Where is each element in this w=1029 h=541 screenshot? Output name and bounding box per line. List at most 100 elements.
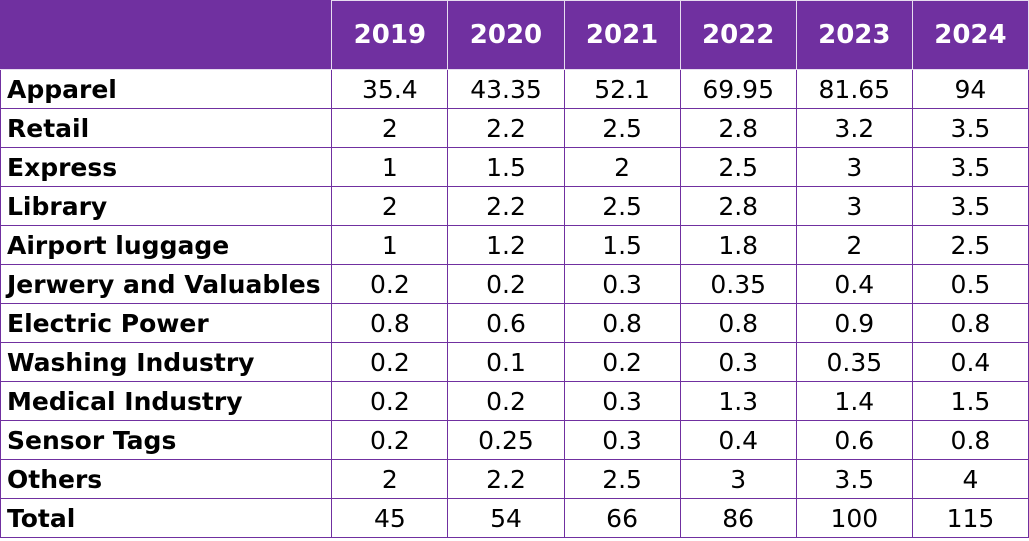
table-row: Washing Industry 0.2 0.1 0.2 0.3 0.35 0.4 xyxy=(0,342,1029,382)
row-label-cell: Medical Industry xyxy=(0,381,333,421)
table-row: Apparel 35.4 43.35 52.1 69.95 81.65 94 xyxy=(0,69,1029,109)
column-header-2021: 2021 xyxy=(563,0,681,70)
value-cell: 2.2 xyxy=(447,186,565,226)
value-cell: 0.4 xyxy=(795,264,913,304)
value-cell: 3.5 xyxy=(911,108,1029,148)
value-cell: 0.2 xyxy=(563,342,681,382)
value-cell: 45 xyxy=(331,498,449,538)
value-cell: 0.3 xyxy=(563,264,681,304)
row-label-cell: Retail xyxy=(0,108,333,148)
value-cell: 2 xyxy=(331,459,449,499)
value-cell: 2.5 xyxy=(911,225,1029,265)
value-cell: 0.2 xyxy=(447,381,565,421)
value-cell: 0.35 xyxy=(679,264,797,304)
value-cell: 2 xyxy=(331,108,449,148)
value-cell: 0.1 xyxy=(447,342,565,382)
value-cell: 86 xyxy=(679,498,797,538)
row-label-cell: Sensor Tags xyxy=(0,420,333,460)
value-cell: 3.5 xyxy=(911,186,1029,226)
value-cell: 2.5 xyxy=(563,108,681,148)
value-cell: 1.4 xyxy=(795,381,913,421)
value-cell: 2.5 xyxy=(679,147,797,187)
value-cell: 1.3 xyxy=(679,381,797,421)
column-header-2023: 2023 xyxy=(795,0,913,70)
value-cell: 52.1 xyxy=(563,69,681,109)
value-cell: 0.8 xyxy=(679,303,797,343)
value-cell: 0.2 xyxy=(331,342,449,382)
value-cell: 0.5 xyxy=(911,264,1029,304)
value-cell: 1.5 xyxy=(563,225,681,265)
table-row: Medical Industry 0.2 0.2 0.3 1.3 1.4 1.5 xyxy=(0,381,1029,421)
row-label-cell: Jerwery and Valuables xyxy=(0,264,333,304)
table-row: Total 45 54 66 86 100 115 xyxy=(0,498,1029,538)
value-cell: 0.3 xyxy=(563,381,681,421)
row-label-cell: Airport luggage xyxy=(0,225,333,265)
value-cell: 66 xyxy=(563,498,681,538)
value-cell: 1 xyxy=(331,147,449,187)
row-label-cell: Washing Industry xyxy=(0,342,333,382)
value-cell: 1.5 xyxy=(447,147,565,187)
row-label-cell: Total xyxy=(0,498,333,538)
value-cell: 2.2 xyxy=(447,108,565,148)
table-row: Jerwery and Valuables 0.2 0.2 0.3 0.35 0.4 0.5 xyxy=(0,264,1029,304)
value-cell: 1.8 xyxy=(679,225,797,265)
value-cell: 1.5 xyxy=(911,381,1029,421)
value-cell: 0.2 xyxy=(447,264,565,304)
value-cell: 0.4 xyxy=(679,420,797,460)
value-cell: 0.25 xyxy=(447,420,565,460)
table-row: Retail 2 2.2 2.5 2.8 3.2 3.5 xyxy=(0,108,1029,148)
value-cell: 0.8 xyxy=(563,303,681,343)
value-cell: 0.8 xyxy=(911,420,1029,460)
value-cell: 2 xyxy=(331,186,449,226)
row-label-cell: Apparel xyxy=(0,69,333,109)
value-cell: 0.35 xyxy=(795,342,913,382)
value-cell: 94 xyxy=(911,69,1029,109)
table-row: Sensor Tags 0.2 0.25 0.3 0.4 0.6 0.8 xyxy=(0,420,1029,460)
table-row: Electric Power 0.8 0.6 0.8 0.8 0.9 0.8 xyxy=(0,303,1029,343)
column-header-2022: 2022 xyxy=(679,0,797,70)
value-cell: 3.5 xyxy=(795,459,913,499)
value-cell: 69.95 xyxy=(679,69,797,109)
table-body: Apparel 35.4 43.35 52.1 69.95 81.65 94 Retail 2 2… xyxy=(0,69,1029,538)
value-cell: 0.6 xyxy=(795,420,913,460)
row-label-cell: Electric Power xyxy=(0,303,333,343)
value-cell: 3.5 xyxy=(911,147,1029,187)
value-cell: 1.2 xyxy=(447,225,565,265)
value-cell: 0.8 xyxy=(331,303,449,343)
header-corner-cell xyxy=(0,0,333,70)
row-label-cell: Library xyxy=(0,186,333,226)
value-cell: 2 xyxy=(563,147,681,187)
value-cell: 100 xyxy=(795,498,913,538)
value-cell: 2.2 xyxy=(447,459,565,499)
value-cell: 0.4 xyxy=(911,342,1029,382)
value-cell: 3 xyxy=(679,459,797,499)
table-row: Library 2 2.2 2.5 2.8 3 3.5 xyxy=(0,186,1029,226)
value-cell: 0.2 xyxy=(331,264,449,304)
value-cell: 43.35 xyxy=(447,69,565,109)
value-cell: 2.5 xyxy=(563,459,681,499)
value-cell: 0.2 xyxy=(331,420,449,460)
value-cell: 35.4 xyxy=(331,69,449,109)
column-header-2024: 2024 xyxy=(911,0,1029,70)
value-cell: 2.8 xyxy=(679,108,797,148)
row-label-cell: Express xyxy=(0,147,333,187)
column-header-2020: 2020 xyxy=(447,0,565,70)
header-row: 2019 2020 2021 2022 2023 2024 xyxy=(0,0,1029,70)
table-row: Airport luggage 1 1.2 1.5 1.8 2 2.5 xyxy=(0,225,1029,265)
value-cell: 2.5 xyxy=(563,186,681,226)
value-cell: 54 xyxy=(447,498,565,538)
value-cell: 115 xyxy=(911,498,1029,538)
value-cell: 0.6 xyxy=(447,303,565,343)
value-cell: 0.9 xyxy=(795,303,913,343)
column-header-2019: 2019 xyxy=(331,0,449,70)
table-row: Others 2 2.2 2.5 3 3.5 4 xyxy=(0,459,1029,499)
value-cell: 0.3 xyxy=(563,420,681,460)
value-cell: 4 xyxy=(911,459,1029,499)
value-cell: 0.2 xyxy=(331,381,449,421)
value-cell: 3 xyxy=(795,147,913,187)
value-cell: 81.65 xyxy=(795,69,913,109)
table-header: 2019 2020 2021 2022 2023 2024 xyxy=(0,0,1029,70)
row-label-cell: Others xyxy=(0,459,333,499)
value-cell: 2.8 xyxy=(679,186,797,226)
